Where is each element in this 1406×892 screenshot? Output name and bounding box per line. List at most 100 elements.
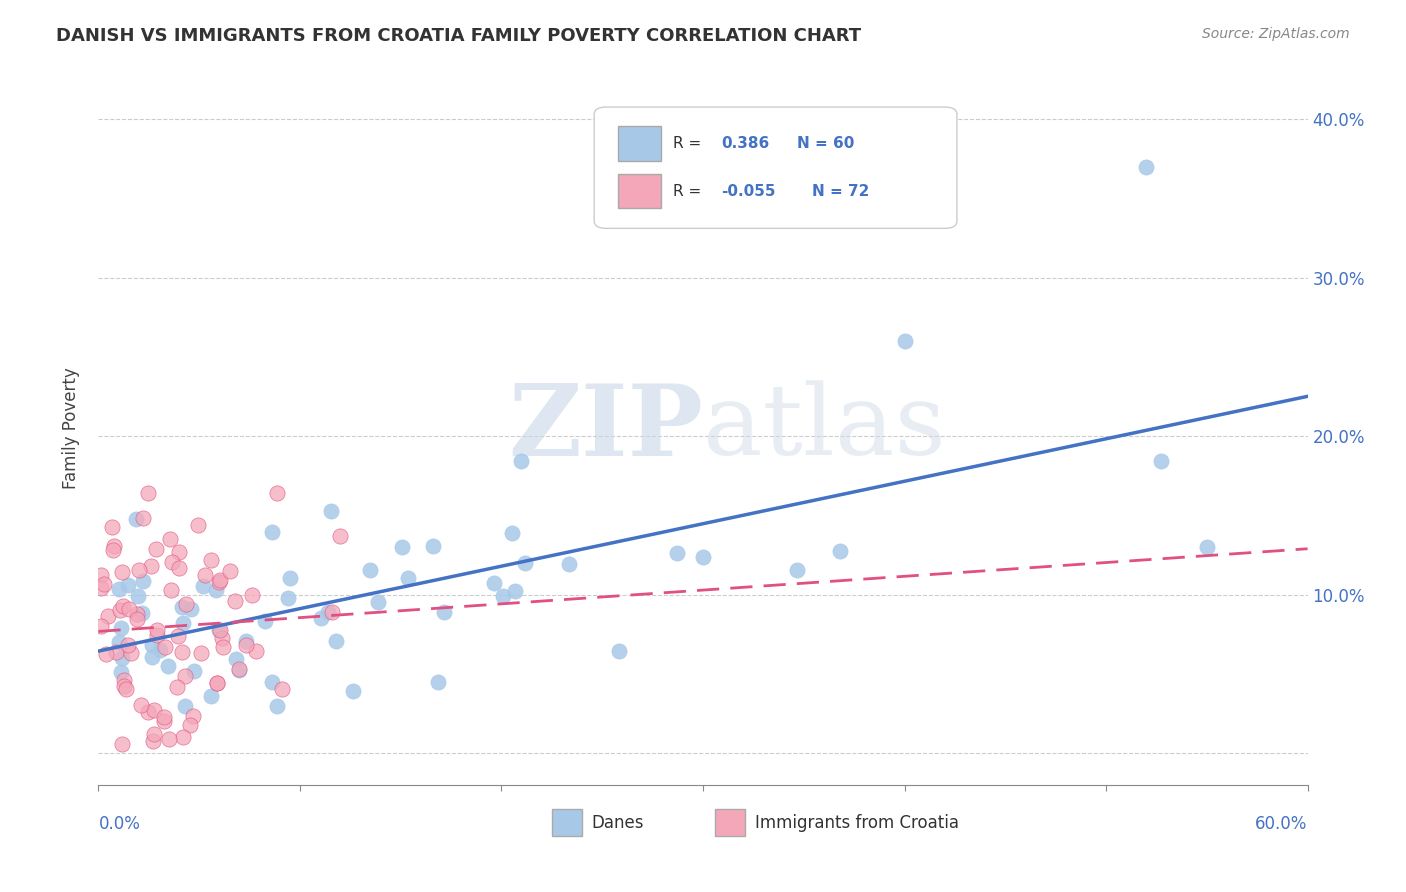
Point <box>142 734 165 748</box>
Point <box>90 618 112 632</box>
Text: 60.0%: 60.0% <box>1256 815 1308 833</box>
Point <box>159 582 181 597</box>
Point <box>167 545 190 559</box>
Point <box>101 542 124 557</box>
Point <box>132 574 155 589</box>
Point <box>427 674 450 689</box>
Point <box>117 578 139 592</box>
Point <box>112 599 135 613</box>
Text: N = 60: N = 60 <box>797 136 855 151</box>
Point <box>828 543 851 558</box>
Point <box>124 512 146 526</box>
FancyBboxPatch shape <box>716 809 745 837</box>
Point <box>110 603 132 617</box>
Point <box>127 589 149 603</box>
Point <box>157 659 180 673</box>
Point <box>235 634 257 648</box>
Point <box>153 710 176 724</box>
Point <box>367 595 389 609</box>
Point <box>181 709 204 723</box>
Point <box>240 588 263 602</box>
Point <box>101 520 124 534</box>
Point <box>266 485 288 500</box>
Point <box>422 539 444 553</box>
Point <box>159 532 181 546</box>
Point <box>262 524 284 539</box>
Text: DANISH VS IMMIGRANTS FROM CROATIA FAMILY POVERTY CORRELATION CHART: DANISH VS IMMIGRANTS FROM CROATIA FAMILY… <box>56 27 862 45</box>
Point <box>149 642 172 657</box>
Point <box>666 547 689 561</box>
Point <box>893 334 915 348</box>
Point <box>110 621 132 635</box>
Point <box>266 698 288 713</box>
Text: ZIP: ZIP <box>508 380 703 476</box>
Point <box>224 594 246 608</box>
Point <box>172 644 194 658</box>
Point <box>260 675 283 690</box>
Point <box>136 486 159 500</box>
Point <box>208 574 231 588</box>
Point <box>146 628 169 642</box>
Point <box>557 557 579 571</box>
Point <box>129 698 152 712</box>
Text: -0.055: -0.055 <box>721 184 776 199</box>
Point <box>208 623 231 637</box>
Point <box>110 665 132 679</box>
Point <box>141 559 163 574</box>
Text: Danes: Danes <box>592 814 644 832</box>
Point <box>93 576 115 591</box>
Point <box>111 565 134 579</box>
Point <box>218 564 240 578</box>
Point <box>145 624 167 638</box>
Point <box>107 635 129 649</box>
Point <box>492 589 515 603</box>
Point <box>167 629 190 643</box>
Point <box>104 645 127 659</box>
Point <box>179 718 201 732</box>
Point <box>90 567 112 582</box>
Point <box>174 669 197 683</box>
FancyBboxPatch shape <box>551 809 582 837</box>
Point <box>277 591 299 605</box>
Point <box>200 690 222 704</box>
Text: Source: ZipAtlas.com: Source: ZipAtlas.com <box>1202 27 1350 41</box>
Text: atlas: atlas <box>703 380 946 476</box>
Text: R =: R = <box>672 184 702 199</box>
Point <box>205 675 228 690</box>
Text: 0.0%: 0.0% <box>98 815 141 833</box>
Point <box>183 664 205 678</box>
Point <box>157 731 180 746</box>
Point <box>94 647 117 661</box>
Point <box>1149 454 1171 468</box>
Point <box>172 730 194 744</box>
FancyBboxPatch shape <box>619 127 661 161</box>
Point <box>207 676 229 690</box>
Point <box>1195 540 1218 554</box>
Point <box>117 638 139 652</box>
Point <box>503 583 526 598</box>
Point <box>115 681 138 696</box>
Point <box>208 575 231 590</box>
Point <box>235 639 257 653</box>
Point <box>325 633 347 648</box>
Point <box>208 623 231 637</box>
Point <box>513 557 536 571</box>
Point <box>200 553 222 567</box>
Point <box>510 454 533 468</box>
Point <box>132 511 155 525</box>
Point <box>433 605 456 619</box>
Point <box>391 541 413 555</box>
Point <box>342 683 364 698</box>
Point <box>128 563 150 577</box>
Point <box>120 647 142 661</box>
Point <box>111 650 134 665</box>
Point <box>143 727 166 741</box>
Point <box>309 611 332 625</box>
Point <box>125 607 148 621</box>
Point <box>118 602 141 616</box>
Point <box>125 612 148 626</box>
Point <box>180 602 202 616</box>
Point <box>1135 160 1157 174</box>
Point <box>225 651 247 665</box>
Text: R =: R = <box>672 136 702 151</box>
